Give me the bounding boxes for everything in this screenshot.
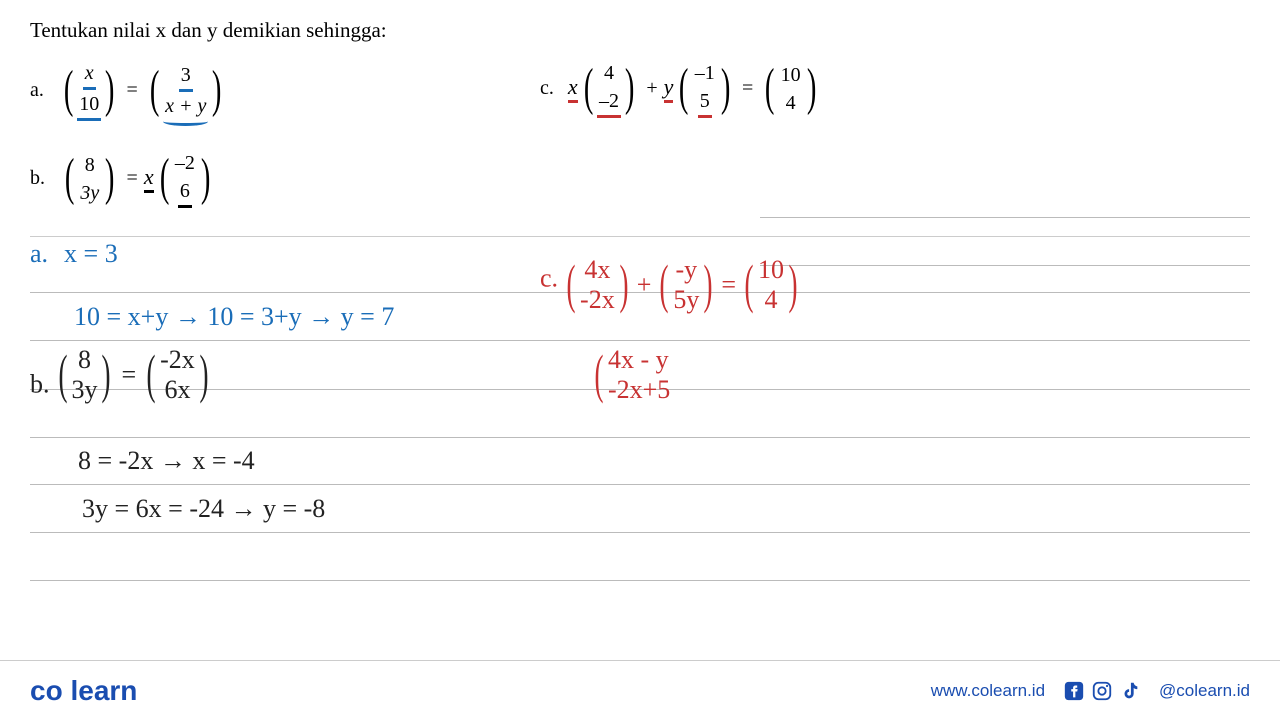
social-icons [1063, 680, 1141, 702]
logo: co learn [30, 675, 137, 707]
equals-sign: = [742, 77, 753, 100]
work-c-label: c. [540, 263, 558, 292]
matrix-c-1: ( 4 –2 ) [580, 59, 639, 118]
matrix-b-2: ( –2 6 ) [156, 149, 215, 208]
work-c-partial: ( 4x - y -2x+5 [590, 345, 670, 405]
problem-a: a. ( x 10 ) = ( 3 x + y ) [30, 59, 540, 121]
work-a-line2: 10 = x+y → 10 = 3+y → y = 7 [74, 302, 394, 331]
matrix-a-2: ( 3 x + y ) [146, 61, 226, 120]
footer-handle: @colearn.id [1159, 681, 1250, 701]
problems-container: a. ( x 10 ) = ( 3 x + y ) [30, 59, 1250, 139]
coef-y: y [664, 74, 674, 103]
problem-c: c. x ( 4 –2 ) + y ( –1 5 [540, 59, 1240, 118]
work-area: a. x = 3 c. ( 4x -2x ) + ( [30, 245, 1250, 581]
work-a-label: a. [30, 239, 48, 268]
matrix-c-3: ( 10 4 ) [761, 61, 820, 117]
instagram-icon [1091, 680, 1113, 702]
work-b-label: b. [30, 369, 50, 398]
matrix-a-1: ( x 10 ) [60, 59, 119, 121]
question-title: Tentukan nilai x dan y demikian sehingga… [30, 18, 1250, 43]
matrix-c-2: ( –1 5 ) [675, 59, 734, 118]
equals-sign: = [127, 167, 138, 190]
footer-url: www.colearn.id [931, 681, 1045, 701]
matrix-b-1: ( 8 3y ) [61, 151, 119, 207]
problem-c-label: c. [540, 77, 554, 100]
problem-b-label: b. [30, 167, 45, 190]
footer: co learn www.colearn.id @colearn.id [0, 660, 1280, 720]
coef-x: x [568, 74, 578, 103]
work-b-line3: 3y = 6x = -24 → y = -8 [82, 494, 325, 524]
work-b-matrices: ( 8 3y ) = ( -2x 6x ) [54, 345, 213, 405]
equals-sign: = [127, 79, 138, 102]
plus-sign: + [646, 77, 657, 100]
work-b-line2: 8 = -2x → x = -4 [78, 446, 255, 476]
tiktok-icon [1119, 680, 1141, 702]
work-a-line1: x = 3 [64, 239, 118, 268]
facebook-icon [1063, 680, 1085, 702]
coef-b: x [144, 164, 154, 193]
problem-b: b. ( 8 3y ) = x ( –2 6 ) [30, 149, 540, 208]
problem-a-label: a. [30, 79, 44, 102]
